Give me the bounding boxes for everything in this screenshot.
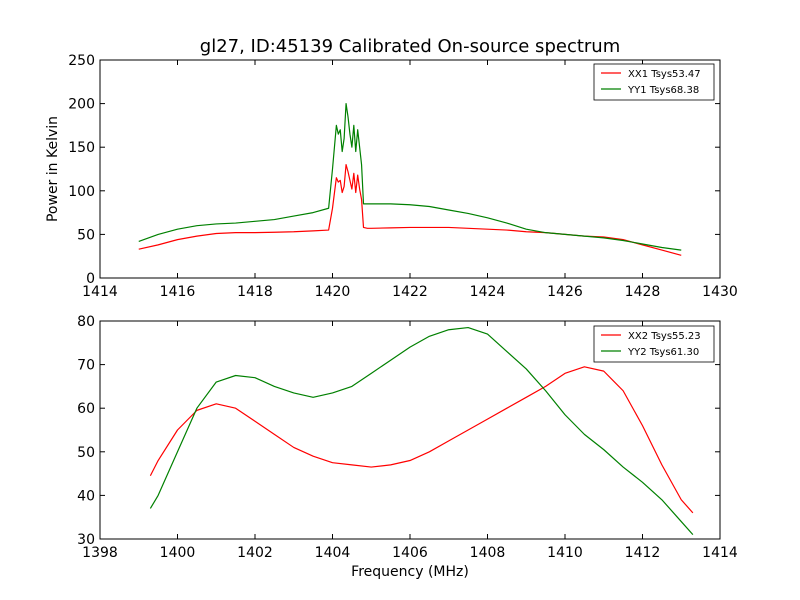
- bottom-x-tick-label: 1408: [470, 545, 506, 561]
- legend-label-xx1: XX1 Tsys53.47: [628, 69, 701, 80]
- top-x-tick-label: 1416: [160, 284, 196, 300]
- chart-title: gl27, ID:45139 Calibrated On-source spec…: [200, 36, 620, 57]
- bottom-plot-series: [149, 326, 694, 536]
- top-plot-ylabel: Power in Kelvin: [45, 116, 61, 222]
- top-x-tick-label: 1422: [392, 284, 428, 300]
- top-plot-ticks: 1414 1416 1418 1420 1422 1424 1426 1428 1430 0 50 1…: [68, 53, 738, 300]
- bottom-y-tick-label: 30: [77, 532, 95, 548]
- bottom-x-tick-label: 1414: [702, 545, 738, 561]
- bottom-y-tick-label: 50: [77, 445, 95, 461]
- legend-label-yy2: YY2 Tsys61.30: [627, 347, 699, 358]
- bottom-x-tick-label: 1406: [392, 545, 428, 561]
- bottom-x-tick-label: 1404: [315, 545, 351, 561]
- series-line-yy1: [138, 102, 682, 251]
- top-plot-legend: XX1 Tsys53.47 YY1 Tsys68.38: [593, 63, 715, 101]
- top-x-tick-label: 1428: [625, 284, 661, 300]
- top-x-tick-label: 1424: [470, 284, 506, 300]
- bottom-x-tick-label: 1400: [160, 545, 196, 561]
- top-plot: 1414 1416 1418 1420 1422 1424 1426 1428 1430 0 50 1…: [45, 53, 738, 300]
- top-x-tick-label: 1430: [702, 284, 738, 300]
- bottom-x-tick-label: 1398: [82, 545, 118, 561]
- bottom-y-tick-label: 60: [77, 401, 95, 417]
- bottom-y-tick-label: 70: [77, 358, 95, 374]
- top-x-tick-label: 1420: [315, 284, 351, 300]
- top-y-tick-label: 200: [68, 97, 95, 113]
- top-y-tick-label: 250: [68, 53, 95, 69]
- top-x-tick-label: 1418: [237, 284, 273, 300]
- series-line-xx2: [149, 366, 694, 514]
- top-y-tick-label: 50: [77, 227, 95, 243]
- top-plot-legend-box: [593, 63, 715, 101]
- top-x-tick-label: 1426: [547, 284, 583, 300]
- top-plot-series: [138, 102, 682, 256]
- bottom-x-tick-label: 1402: [237, 545, 273, 561]
- series-line-xx1: [138, 164, 682, 256]
- bottom-plot-legend-box: [593, 325, 715, 363]
- legend-label-xx2: XX2 Tsys55.23: [628, 331, 701, 342]
- bottom-y-tick-label: 80: [77, 314, 95, 330]
- top-y-tick-label: 150: [68, 140, 95, 156]
- series-line-yy2: [149, 326, 694, 536]
- top-x-tick-label: 1414: [82, 284, 118, 300]
- bottom-y-tick-label: 40: [77, 488, 95, 504]
- bottom-plot-xlabel: Frequency (MHz): [351, 564, 469, 580]
- bottom-plot: 1398 1400 1402 1404 1406 1408 1410 1412 1414 30 40…: [77, 314, 738, 580]
- top-y-tick-label: 100: [68, 184, 95, 200]
- legend-label-yy1: YY1 Tsys68.38: [627, 85, 699, 96]
- bottom-plot-legend: XX2 Tsys55.23 YY2 Tsys61.30: [593, 325, 715, 363]
- bottom-x-tick-label: 1412: [625, 545, 661, 561]
- top-y-tick-label: 0: [86, 271, 95, 287]
- bottom-plot-ticks: 1398 1400 1402 1404 1406 1408 1410 1412 1414 30 40…: [77, 314, 738, 561]
- bottom-x-tick-label: 1410: [547, 545, 583, 561]
